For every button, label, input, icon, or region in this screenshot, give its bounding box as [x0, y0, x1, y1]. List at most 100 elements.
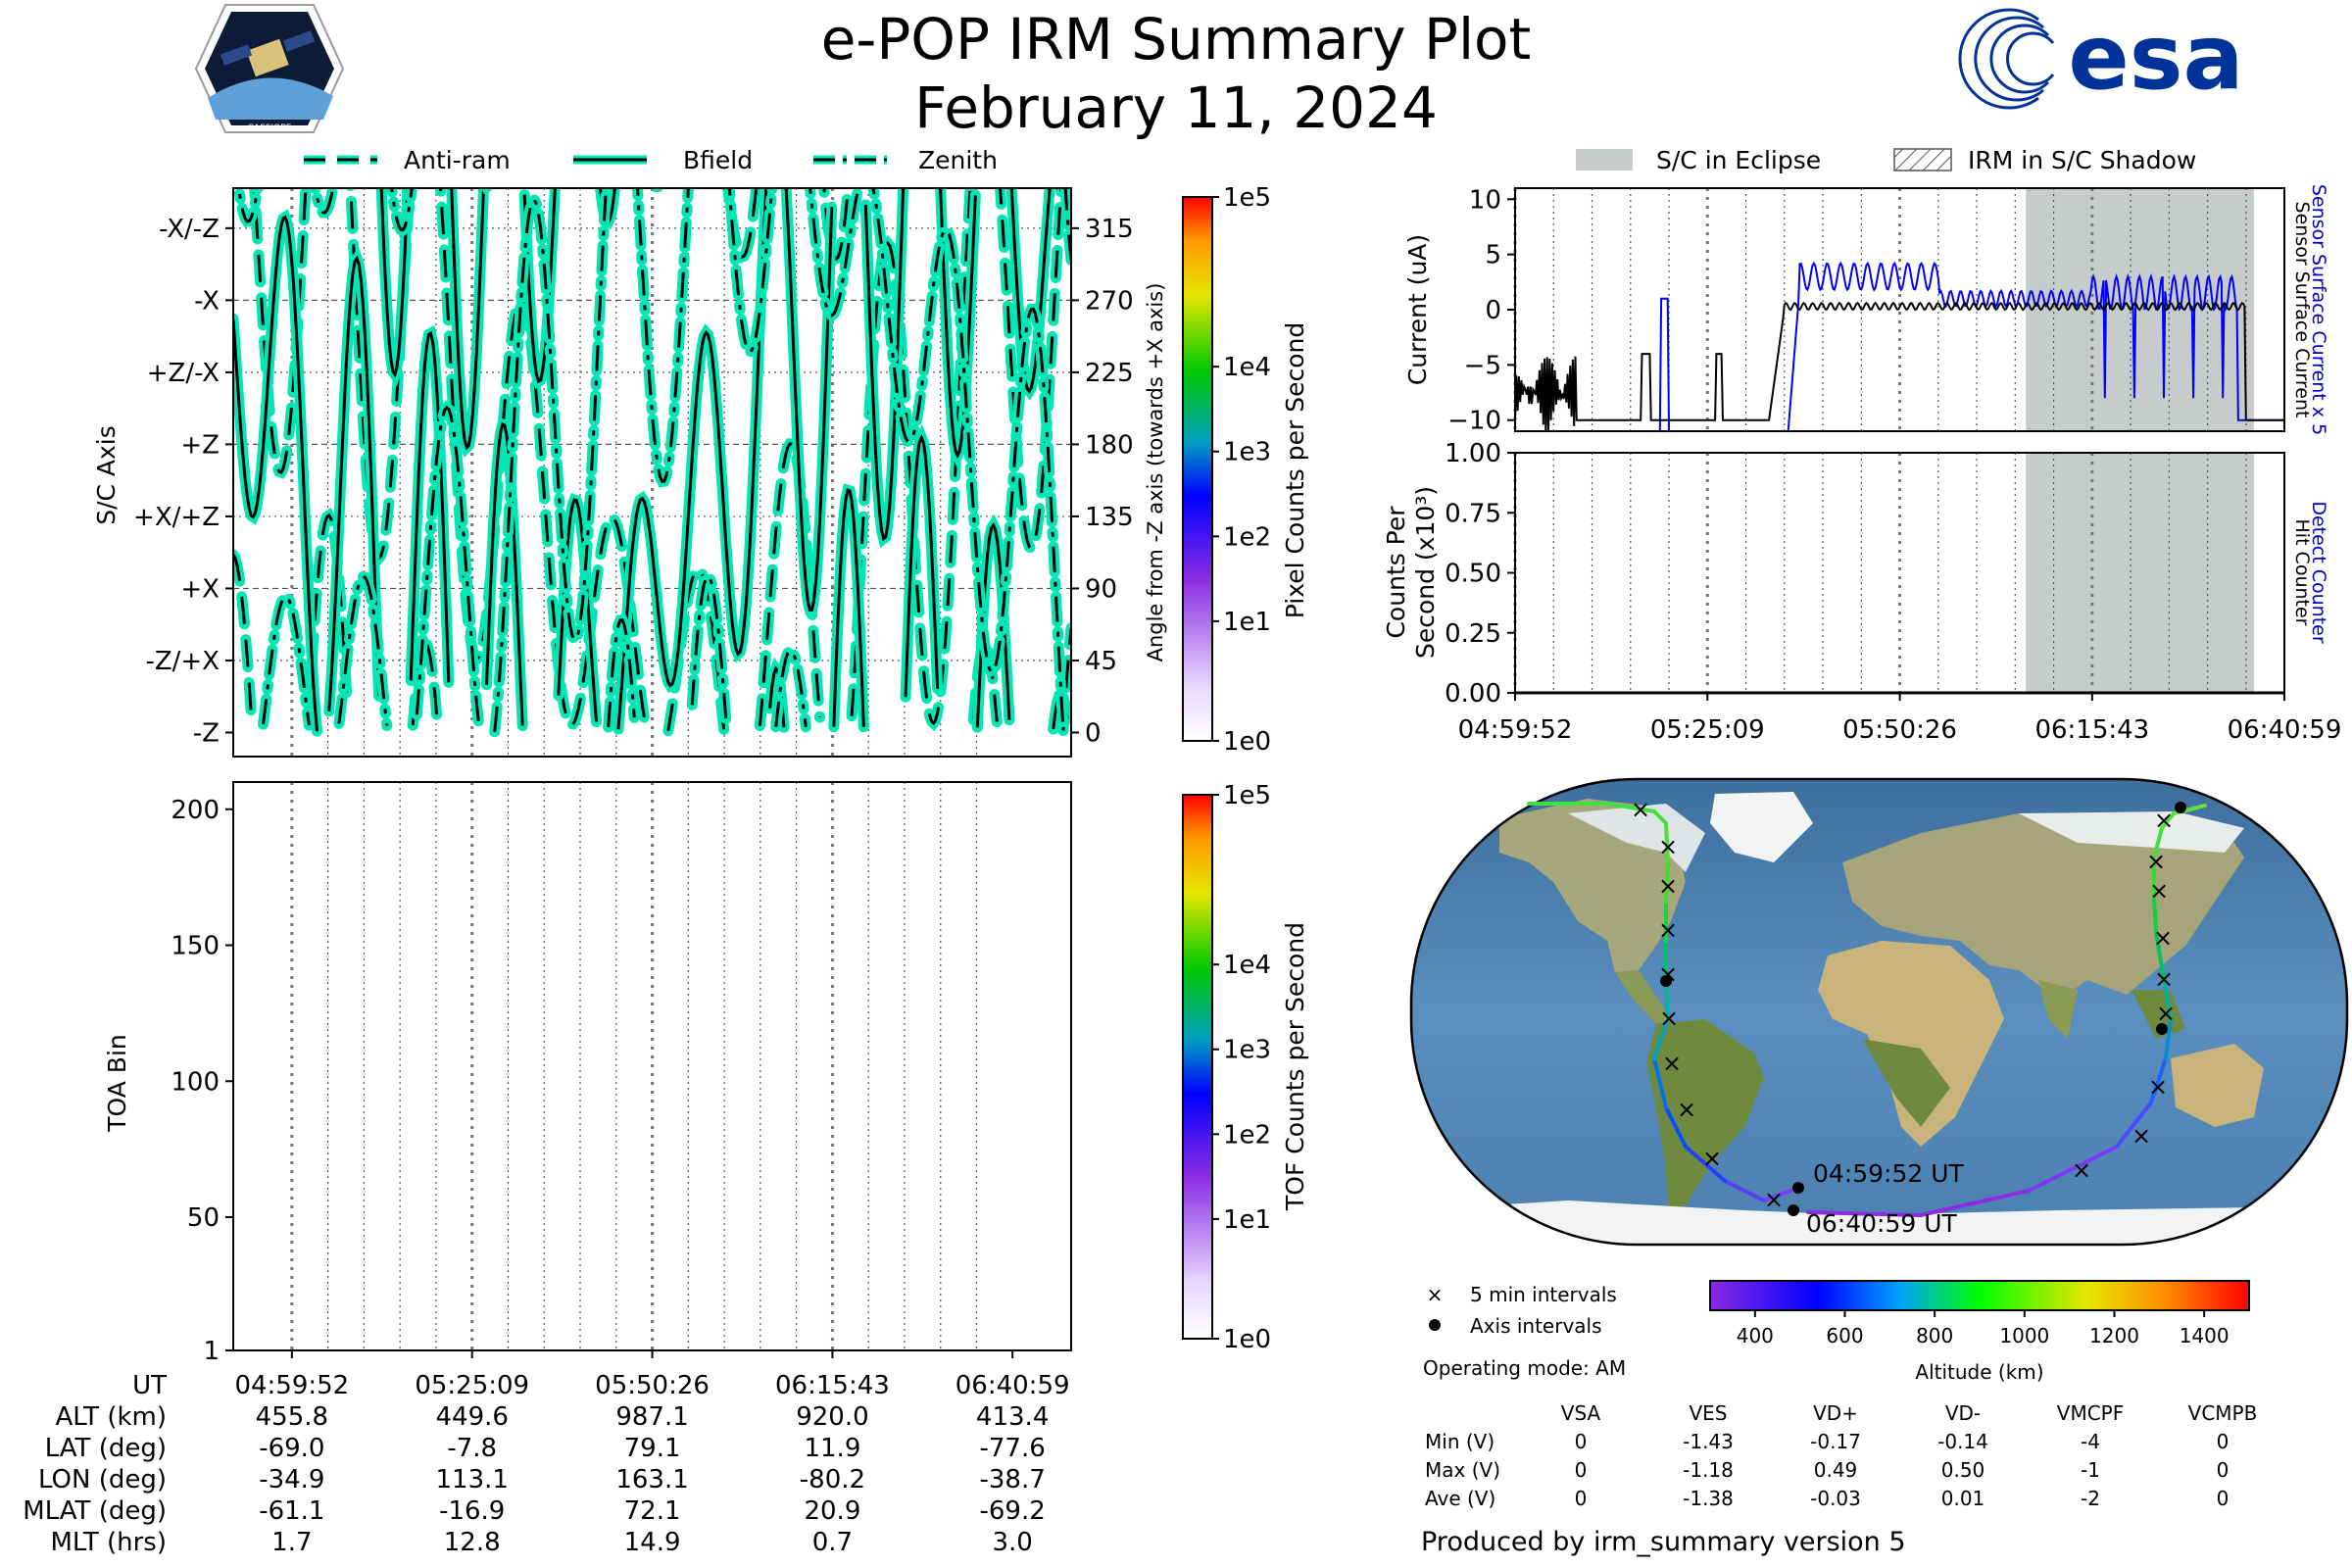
- colorbar-tick-label: 1e1: [1223, 1205, 1271, 1235]
- voltage-cell: 0: [1575, 1430, 1588, 1453]
- ephemeris-cell: 987.1: [615, 1402, 688, 1432]
- ephemeris-cell: 11.9: [804, 1434, 860, 1463]
- voltage-row-label: Min (V): [1425, 1430, 1494, 1453]
- orbit-segment: [1919, 1189, 2031, 1217]
- orbit-interval-cross: ×: [1659, 1004, 1679, 1032]
- current-ytick-label: 10: [1469, 185, 1501, 215]
- orientation-panel: -X/-Z -X +Z/-X +Z +X/+Z +X -Z/+X -Z 315 270 225 18…: [92, 187, 1167, 758]
- orientation-trace-anti-ram: [233, 554, 253, 714]
- legend-eclipse: S/C in Eclipse: [1656, 146, 1821, 174]
- orientation-trace-zenith: [415, 405, 480, 723]
- interval-cross-icon: ×: [1427, 1283, 1444, 1306]
- orbit-interval-cross: ×: [2132, 1122, 2151, 1150]
- orientation-trace-bfield: [485, 421, 524, 726]
- orientation-trace-bfield: [616, 188, 768, 730]
- orientation-trace-anti-ram: [253, 188, 308, 474]
- orientation-trace-zenith: [237, 188, 260, 223]
- toa-ytick-label: 100: [171, 1067, 220, 1097]
- altitude-tick-label: 600: [1826, 1324, 1863, 1348]
- counts-y-axis: 1.00 0.75 0.50 0.25 0.00: [1445, 439, 1515, 709]
- orbit-segment: [2160, 811, 2176, 830]
- voltage-cell: 0: [1575, 1487, 1588, 1510]
- orbit-axis-dot: [2175, 802, 2186, 813]
- colorbar-tick-label: 1e0: [1223, 1325, 1271, 1354]
- orbit-segment: [1684, 1145, 1727, 1183]
- orientation-trace-bfield: [327, 255, 381, 712]
- voltage-row-label: Max (V): [1425, 1458, 1500, 1482]
- voltage-cell: -1.43: [1683, 1430, 1734, 1453]
- voltage-cell: 0.01: [1941, 1487, 1985, 1510]
- orbit-segment: [1652, 809, 1668, 825]
- orbit-segment: [2115, 1101, 2153, 1149]
- counts-xtick-label: 05:50:26: [1842, 715, 1957, 745]
- cassiope-logo: CASSIOPE: [194, 4, 345, 133]
- legend-anti-ram: Anti-ram: [404, 146, 511, 174]
- orientation-ytick-label: -X/-Z: [159, 215, 220, 244]
- orbit-interval-cross: ×: [1658, 916, 1678, 944]
- continents: [1411, 792, 2347, 1245]
- voltage-header: VSA: [1561, 1401, 1601, 1425]
- orientation-y2tick-label: 315: [1085, 215, 1134, 244]
- ephemeris-cell: -61.1: [259, 1496, 324, 1526]
- orientation-trace-bfield: [450, 188, 485, 451]
- counts-x-axis: 04:59:52 05:25:09 05:50:26 06:15:43 06:40:59: [1458, 693, 2341, 745]
- orbit-interval-cross: ×: [1631, 796, 1650, 823]
- orbit-segment: [1664, 1105, 1688, 1149]
- voltage-header: VD-: [1945, 1401, 1981, 1425]
- orientation-trace-zenith: [635, 188, 690, 484]
- voltage-cell: 0: [2217, 1458, 2230, 1482]
- orientation-trace-anti-ram-glow: [650, 188, 664, 193]
- colorbar-tick-label: 1e0: [1223, 727, 1271, 757]
- current-panel: 10 5 0 −5 −10 Current (uA) Sensor Surface Cu…: [1403, 184, 2329, 436]
- orientation-trace-anti-ram: [726, 188, 759, 259]
- voltage-header: VCMPB: [2188, 1401, 2258, 1425]
- ephemeris-cell: 06:40:59: [956, 1371, 1070, 1400]
- orbit-interval-cross: ×: [1658, 833, 1678, 860]
- ephemeris-cell: -80.2: [800, 1465, 865, 1494]
- voltage-header: VMCPF: [2057, 1401, 2124, 1425]
- toa-ytick-label: 1: [203, 1337, 220, 1366]
- cassiope-logo-text: CASSIOPE: [248, 123, 292, 133]
- orbit-interval-cross: ×: [2148, 1073, 2168, 1101]
- orientation-trace-zenith: [808, 188, 1065, 730]
- counts-ytick-label: 0.25: [1445, 619, 1501, 649]
- ephemeris-cell: -69.0: [259, 1434, 324, 1463]
- counts-xtick-label: 05:25:09: [1650, 715, 1765, 745]
- pixel-colorbar: 1e5 1e4 1e3 1e2 1e1 1e0 Pixel Counts per Seco…: [1182, 183, 1309, 757]
- ephemeris-cell: 113.1: [435, 1465, 508, 1494]
- orientation-y2tick-label: 0: [1085, 718, 1102, 748]
- footer-text: Produced by irm_summary version 5: [1421, 1527, 1906, 1557]
- esa-logo-text: esa: [2068, 5, 2243, 110]
- counts-ytick-label: 0.75: [1445, 499, 1501, 528]
- orientation-traces: [233, 188, 1071, 738]
- current-right-label-blue: Sensor Surface Current x 5: [2308, 184, 2329, 435]
- orientation-trace-anti-ram: [999, 188, 1063, 551]
- altitude-tick-label: 1200: [2089, 1324, 2139, 1348]
- voltage-cell: -0.14: [1937, 1430, 1988, 1453]
- orbit-interval-cross: ×: [2156, 1000, 2176, 1027]
- voltage-cell: -1: [2081, 1458, 2100, 1482]
- orientation-y2tick-label: 225: [1085, 359, 1134, 388]
- toa-panel: 200 150 100 50 1 TOA Bin: [103, 781, 1072, 1366]
- orientation-trace-zenith-glow: [489, 188, 612, 738]
- toa-ytick-label: 200: [171, 796, 220, 825]
- counts-ylabel-line2: Second (x10³): [1411, 486, 1440, 659]
- orientation-trace-bfield: [379, 188, 410, 378]
- orientation-trace-bfield: [233, 215, 318, 732]
- orientation-y2tick-label: 45: [1085, 647, 1117, 676]
- esa-logo: esa: [1958, 5, 2244, 110]
- axis-dot-icon: [1429, 1319, 1441, 1331]
- orientation-ytick-label: -Z: [193, 718, 220, 748]
- orientation-trace-zenith: [262, 595, 311, 726]
- current-black-trace: [1515, 301, 2284, 431]
- voltage-cell: -0.03: [1810, 1487, 1861, 1510]
- current-right-label-black: Sensor Surface Current: [2291, 202, 2313, 418]
- current-traces: [1515, 261, 2284, 431]
- figure-date: February 11, 2024: [914, 74, 1438, 141]
- orientation-trace-zenith: [337, 574, 389, 726]
- altitude-tick-label: 1000: [1999, 1324, 2049, 1348]
- ephemeris-cell: 0.7: [812, 1528, 853, 1557]
- ephemeris-cell: 05:50:26: [595, 1371, 710, 1400]
- orbit-map: ××××××××××××××××××× 04:59:52 UT 06:40:59…: [1409, 777, 2349, 1247]
- orbit-segment: [1605, 802, 1656, 813]
